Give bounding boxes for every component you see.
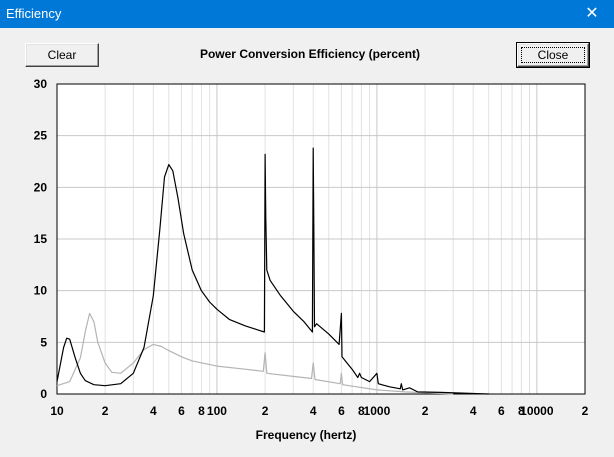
y-tick-label: 0	[40, 387, 47, 401]
plot-frame	[56, 83, 586, 395]
x-tick-label: 2	[102, 404, 109, 418]
focus-rect	[521, 47, 585, 63]
x-tick-label: 10	[50, 404, 64, 418]
close-icon[interactable]: ✕	[585, 5, 599, 22]
x-tick-label: 1000	[364, 404, 391, 418]
x-tick-label: 4	[150, 404, 157, 418]
x-tick-label: 8	[198, 404, 205, 418]
y-tick-label: 25	[34, 129, 48, 143]
x-tick-label: 2	[422, 404, 429, 418]
chart-title: Power Conversion Efficiency (percent)	[199, 47, 421, 61]
x-tick-label: 8	[358, 404, 365, 418]
y-tick-label: 20	[34, 180, 48, 194]
x-tick-label: 4	[470, 404, 477, 418]
y-tick-label: 30	[34, 77, 48, 91]
x-tick-label: 100	[207, 404, 227, 418]
x-tick-label: 2	[262, 404, 269, 418]
close-button[interactable]: Close	[516, 42, 590, 68]
series-line	[56, 147, 489, 395]
series-line	[56, 312, 454, 395]
clear-button-label: Clear	[47, 48, 77, 62]
x-tick-label: 6	[338, 404, 345, 418]
window-title: Efficiency	[6, 6, 62, 21]
close-button-label: Close	[537, 48, 569, 62]
x-tick-label: 8	[518, 404, 525, 418]
x-tick-label: 2	[582, 404, 589, 418]
y-tick-label: 10	[34, 284, 48, 298]
x-tick-label: 4	[310, 404, 317, 418]
x-axis-label: Frequency (hertz)	[255, 428, 357, 442]
x-tick-label: 10000	[520, 404, 554, 418]
clear-button[interactable]: Clear	[25, 43, 99, 67]
x-tick-label: 6	[498, 404, 505, 418]
x-tick-label: 6	[178, 404, 185, 418]
y-tick-label: 15	[34, 232, 48, 246]
title-bar: Efficiency ✕	[0, 0, 614, 28]
y-tick-label: 5	[40, 335, 47, 349]
